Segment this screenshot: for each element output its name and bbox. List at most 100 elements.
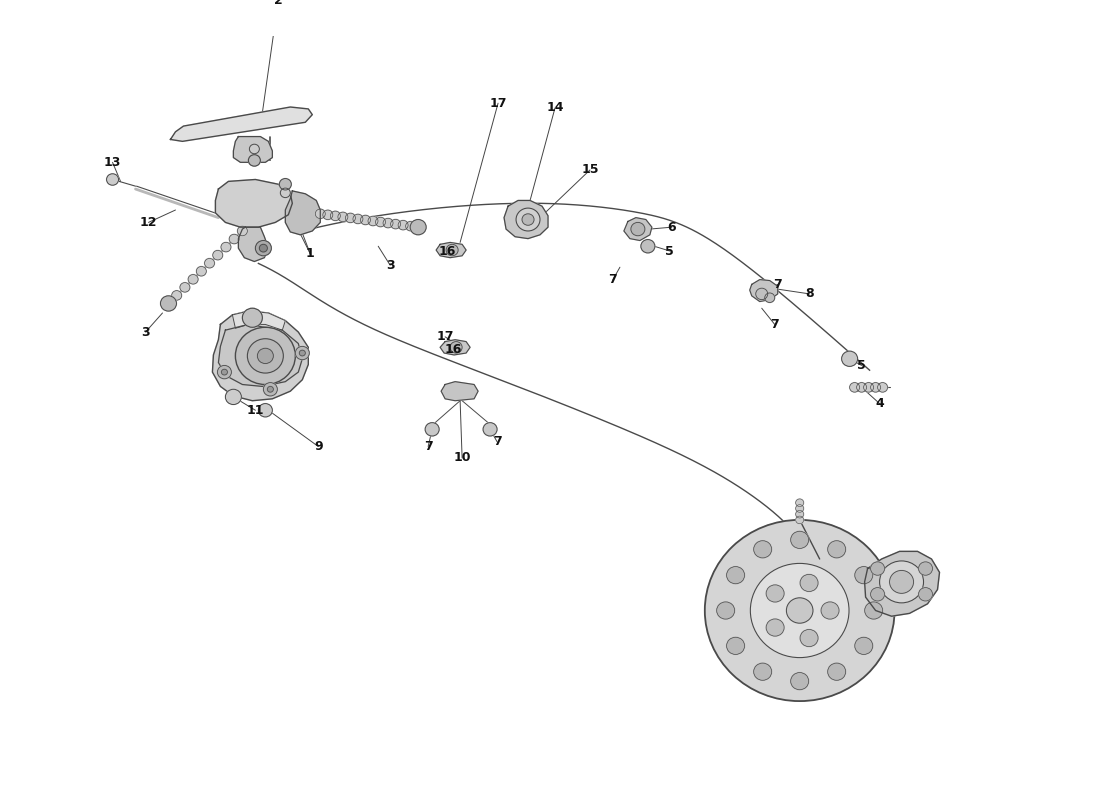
Circle shape [226,390,241,405]
Text: 12: 12 [140,216,157,229]
Circle shape [235,327,295,385]
Circle shape [242,308,263,327]
Circle shape [870,588,884,601]
Polygon shape [219,325,302,386]
Circle shape [795,516,804,524]
Circle shape [383,218,393,228]
Circle shape [727,638,745,654]
Circle shape [890,570,913,594]
Circle shape [631,222,645,236]
Circle shape [238,226,248,236]
Circle shape [229,234,239,244]
Circle shape [756,288,768,300]
Text: 1: 1 [306,247,315,260]
Polygon shape [504,201,548,238]
Circle shape [406,222,416,231]
Circle shape [522,214,534,226]
Polygon shape [212,311,308,401]
Circle shape [410,219,426,234]
Circle shape [280,188,290,198]
Polygon shape [865,551,939,616]
Circle shape [827,663,846,680]
Circle shape [180,282,190,292]
Circle shape [447,244,458,256]
Circle shape [263,382,277,396]
Polygon shape [233,137,273,162]
Circle shape [426,422,439,436]
Circle shape [218,366,231,378]
Circle shape [260,244,267,252]
Circle shape [188,274,198,284]
Circle shape [791,673,808,690]
Circle shape [248,338,284,373]
Circle shape [353,214,363,224]
Circle shape [870,562,884,575]
Circle shape [754,541,772,558]
Circle shape [766,619,784,636]
Circle shape [361,215,371,225]
Text: 8: 8 [805,287,814,301]
Text: 16: 16 [444,342,462,356]
Text: 3: 3 [386,259,395,272]
Circle shape [338,212,348,222]
Circle shape [717,602,735,619]
Text: 10: 10 [453,451,471,465]
Circle shape [641,239,654,253]
Circle shape [821,602,839,619]
Circle shape [764,293,774,302]
Circle shape [299,350,306,356]
Text: 7: 7 [773,278,782,291]
Circle shape [161,296,176,311]
Circle shape [375,218,385,227]
Circle shape [258,403,273,417]
Circle shape [754,663,772,680]
Circle shape [212,250,222,260]
Polygon shape [908,0,952,34]
Circle shape [414,222,424,232]
Text: 6: 6 [668,221,676,234]
Circle shape [330,211,340,221]
Circle shape [727,566,745,584]
Polygon shape [285,191,320,234]
Polygon shape [436,242,466,258]
Text: 4: 4 [876,397,884,410]
Circle shape [827,541,846,558]
Circle shape [221,242,231,252]
Circle shape [855,566,872,584]
Circle shape [878,382,888,392]
Polygon shape [876,0,931,13]
Polygon shape [216,179,293,227]
Circle shape [791,531,808,549]
Text: 5: 5 [666,245,674,258]
Text: 3: 3 [141,326,150,338]
Circle shape [279,178,292,190]
Polygon shape [239,227,268,262]
Circle shape [800,630,818,646]
Circle shape [250,144,260,154]
Text: 7: 7 [608,273,617,286]
Circle shape [786,598,813,623]
Circle shape [196,266,207,276]
Text: 17: 17 [490,97,507,110]
Circle shape [795,510,804,518]
Circle shape [107,174,119,186]
Circle shape [842,351,858,366]
Text: 7: 7 [493,435,502,448]
Circle shape [857,382,867,392]
Circle shape [795,505,804,512]
Text: 15: 15 [581,163,598,177]
Circle shape [705,520,894,701]
Circle shape [800,574,818,591]
Text: 14: 14 [547,102,563,114]
Circle shape [918,562,933,575]
Circle shape [316,209,326,218]
Circle shape [880,561,924,603]
Polygon shape [624,218,652,241]
Circle shape [368,216,378,226]
Circle shape [255,241,272,256]
Circle shape [205,258,214,268]
Circle shape [918,588,933,601]
Circle shape [795,499,804,506]
Text: 2: 2 [274,0,283,6]
Circle shape [164,298,174,308]
